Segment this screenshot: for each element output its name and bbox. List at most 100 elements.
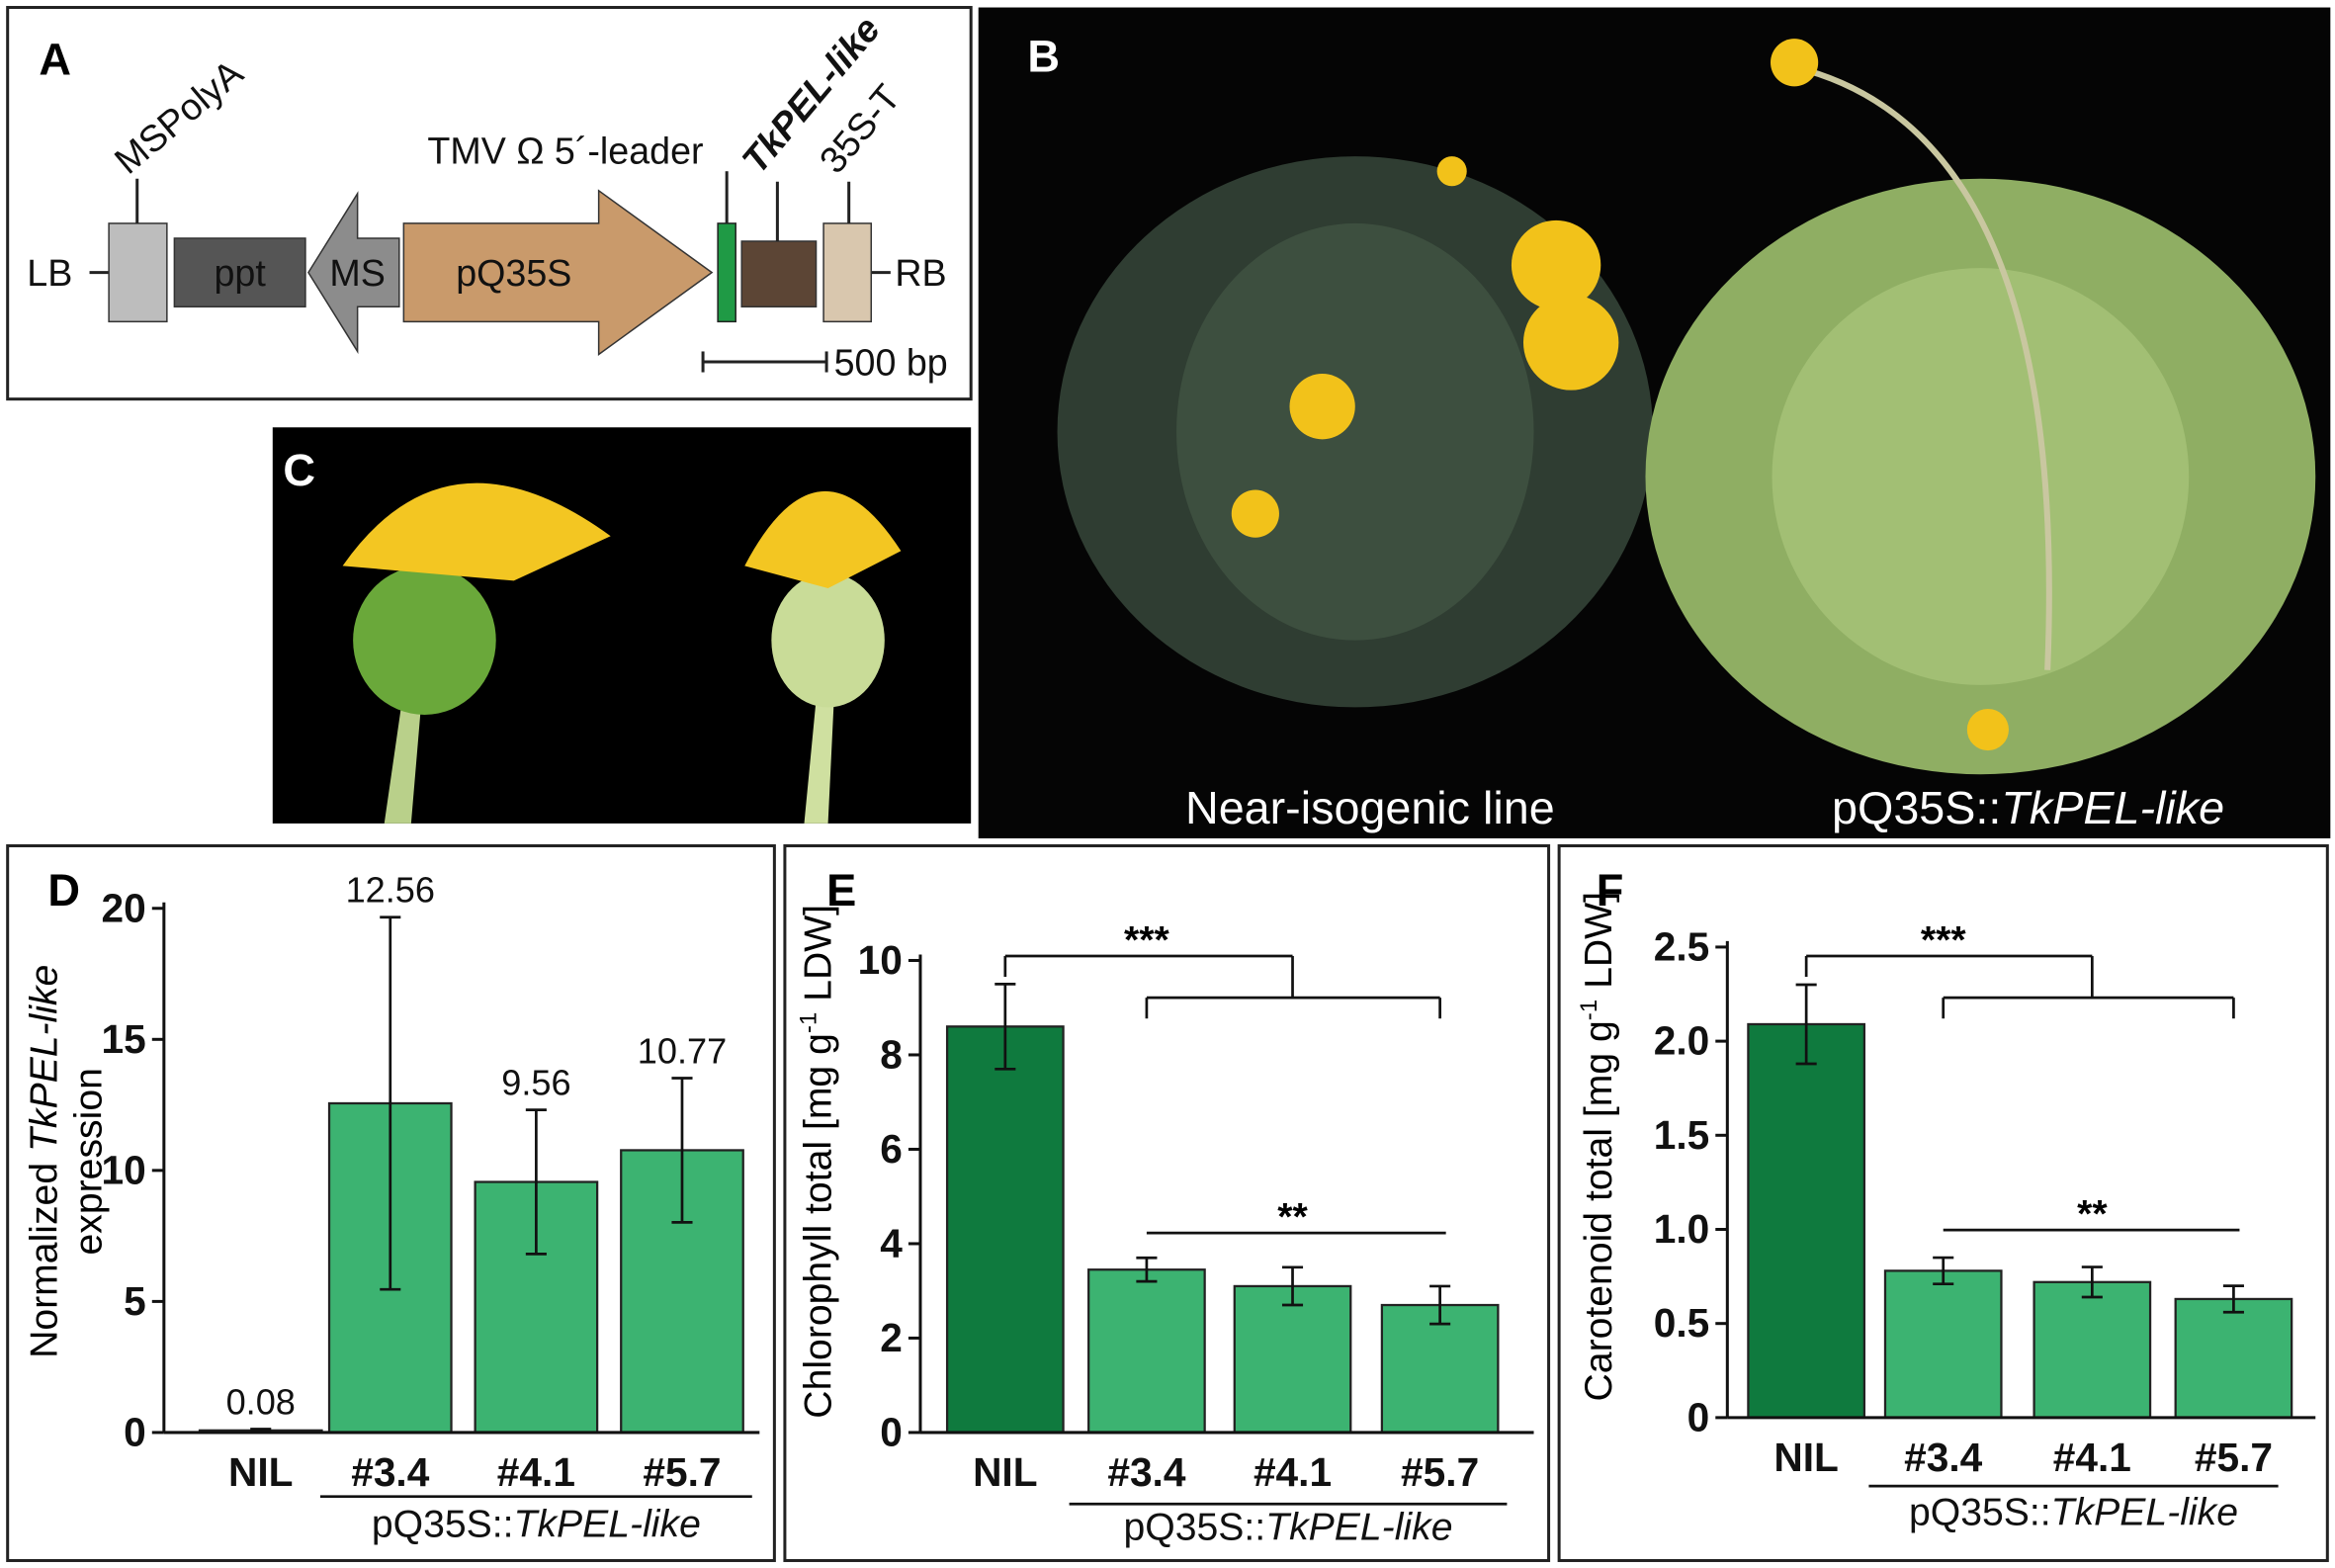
ms-polya-box bbox=[108, 222, 168, 323]
panel-b: B Near-isogenic line pQ35S::TkPEL-like bbox=[978, 7, 2331, 838]
caption-part: pQ35S:: bbox=[1832, 782, 2001, 833]
y-tick-label: 2.0 bbox=[1654, 1018, 1710, 1064]
y-tick-label: 0 bbox=[1687, 1394, 1710, 1439]
pq35s-arrow bbox=[402, 189, 714, 356]
significance-label: ** bbox=[1277, 1196, 1308, 1239]
caption-part: TkPEL-like bbox=[2001, 782, 2224, 833]
x-tick-label: #3.4 bbox=[1904, 1435, 1983, 1480]
flower bbox=[1511, 219, 1601, 310]
feature-label: MS bbox=[329, 252, 385, 294]
label-part: -1 bbox=[796, 1012, 822, 1033]
value-label: 12.56 bbox=[346, 870, 435, 911]
x-tick-label: #3.4 bbox=[351, 1449, 430, 1495]
label-part: Carotenoid total [mg g bbox=[1578, 1020, 1620, 1401]
error-bar bbox=[1281, 1265, 1304, 1307]
tmv-box bbox=[717, 222, 736, 323]
panel-border bbox=[783, 844, 1551, 1562]
x-tick-label: NIL bbox=[228, 1449, 294, 1495]
flower bbox=[1966, 708, 2009, 751]
panel-letter: A bbox=[39, 34, 71, 84]
error-bar bbox=[2081, 1265, 2103, 1299]
group-label: pQ35S::TkPEL-like bbox=[1909, 1491, 2238, 1533]
stem bbox=[804, 699, 834, 824]
error-bar bbox=[380, 915, 401, 1291]
label-part: TkPEL-like bbox=[1265, 1506, 1452, 1548]
error-bar bbox=[671, 1077, 693, 1224]
y-axis-label: Carotenoid total [mg g-1 LDW] bbox=[1576, 892, 1620, 1401]
tkpel-box bbox=[740, 240, 818, 308]
t35s-box bbox=[822, 222, 873, 323]
value-label: 9.56 bbox=[501, 1063, 570, 1103]
x-tick-label: #4.1 bbox=[1254, 1449, 1332, 1495]
bar bbox=[2032, 1280, 2152, 1420]
y-axis-label: Chlorophyll total [mg g-1 LDW] bbox=[796, 905, 840, 1419]
panel-border bbox=[6, 844, 776, 1562]
x-tick-label: #5.7 bbox=[2195, 1435, 2273, 1480]
error-bar bbox=[1429, 1284, 1451, 1326]
petals bbox=[744, 490, 902, 588]
panel-letter: C bbox=[283, 445, 315, 495]
bar bbox=[2174, 1297, 2293, 1420]
value-label: 10.77 bbox=[638, 1030, 727, 1071]
group-label: pQ35S::TkPEL-like bbox=[372, 1503, 701, 1545]
significance-label: *** bbox=[1921, 919, 1966, 962]
significance-label: *** bbox=[1124, 919, 1169, 962]
y-tick-label: 8 bbox=[880, 1032, 903, 1078]
y-tick-label: 0 bbox=[124, 1409, 146, 1454]
y-tick-label: 6 bbox=[880, 1126, 903, 1172]
x-tick-label: #4.1 bbox=[497, 1449, 575, 1495]
flower bbox=[1771, 39, 1819, 87]
panel-border bbox=[1557, 844, 2329, 1562]
y-tick-label: 20 bbox=[102, 885, 146, 930]
label-part: Chlorophyll total [mg g bbox=[798, 1033, 840, 1419]
group-label: pQ35S::TkPEL-like bbox=[1124, 1506, 1453, 1548]
flower-head bbox=[353, 566, 496, 715]
value-label: 0.08 bbox=[226, 1381, 296, 1422]
panel-letter: E bbox=[826, 865, 856, 915]
panel-a: A MSPolyA TMV Ω 5´-leader TkPEL-like 35S… bbox=[6, 6, 973, 401]
scale-label: 500 bp bbox=[834, 342, 948, 384]
label-part: TkPEL-like bbox=[514, 1503, 701, 1545]
y-tick-label: 0 bbox=[880, 1409, 903, 1454]
label-part: Normalized bbox=[23, 1152, 65, 1358]
panel-letter: D bbox=[47, 865, 80, 915]
bar bbox=[945, 1025, 1065, 1435]
panel-border bbox=[6, 6, 973, 401]
label-part: -1 bbox=[1576, 1000, 1602, 1020]
flower bbox=[1522, 295, 1619, 391]
label-part: pQ35S:: bbox=[1909, 1491, 2051, 1533]
feature-label: TMV Ω 5´-leader bbox=[427, 131, 703, 172]
flower-head bbox=[771, 572, 885, 708]
y-tick-label: 2 bbox=[880, 1315, 903, 1360]
y-tick-label: 10 bbox=[102, 1147, 146, 1192]
stem bbox=[1793, 63, 2052, 670]
error-bar bbox=[1933, 1256, 1954, 1286]
x-tick-label: #5.7 bbox=[1401, 1449, 1479, 1495]
label-part: expression bbox=[68, 1068, 111, 1255]
error-bar bbox=[1795, 983, 1817, 1066]
panel-letter: B bbox=[1027, 31, 1060, 81]
y-tick-label: 2.5 bbox=[1654, 923, 1710, 969]
bar bbox=[1747, 1022, 1866, 1420]
y-tick-label: 1.0 bbox=[1654, 1206, 1710, 1252]
y-tick-label: 1.5 bbox=[1654, 1112, 1710, 1158]
x-tick-label: #4.1 bbox=[2053, 1435, 2131, 1480]
feature-label: LB bbox=[27, 252, 72, 294]
feature-label: pQ35S bbox=[456, 252, 571, 294]
label-part: pQ35S:: bbox=[1124, 1506, 1266, 1548]
x-tick-label: #5.7 bbox=[643, 1449, 721, 1495]
x-tick-label: NIL bbox=[973, 1449, 1038, 1495]
label-part: LDW] bbox=[798, 905, 840, 1012]
rosette-dark bbox=[1176, 222, 1534, 641]
error-bar bbox=[2222, 1284, 2244, 1314]
label-part: TkPEL-like bbox=[2051, 1491, 2238, 1533]
label-part: LDW] bbox=[1578, 892, 1620, 1000]
flower bbox=[1436, 156, 1467, 187]
feature-label: ppt bbox=[214, 252, 266, 294]
error-bar bbox=[525, 1108, 547, 1256]
error-bar bbox=[1136, 1256, 1158, 1283]
